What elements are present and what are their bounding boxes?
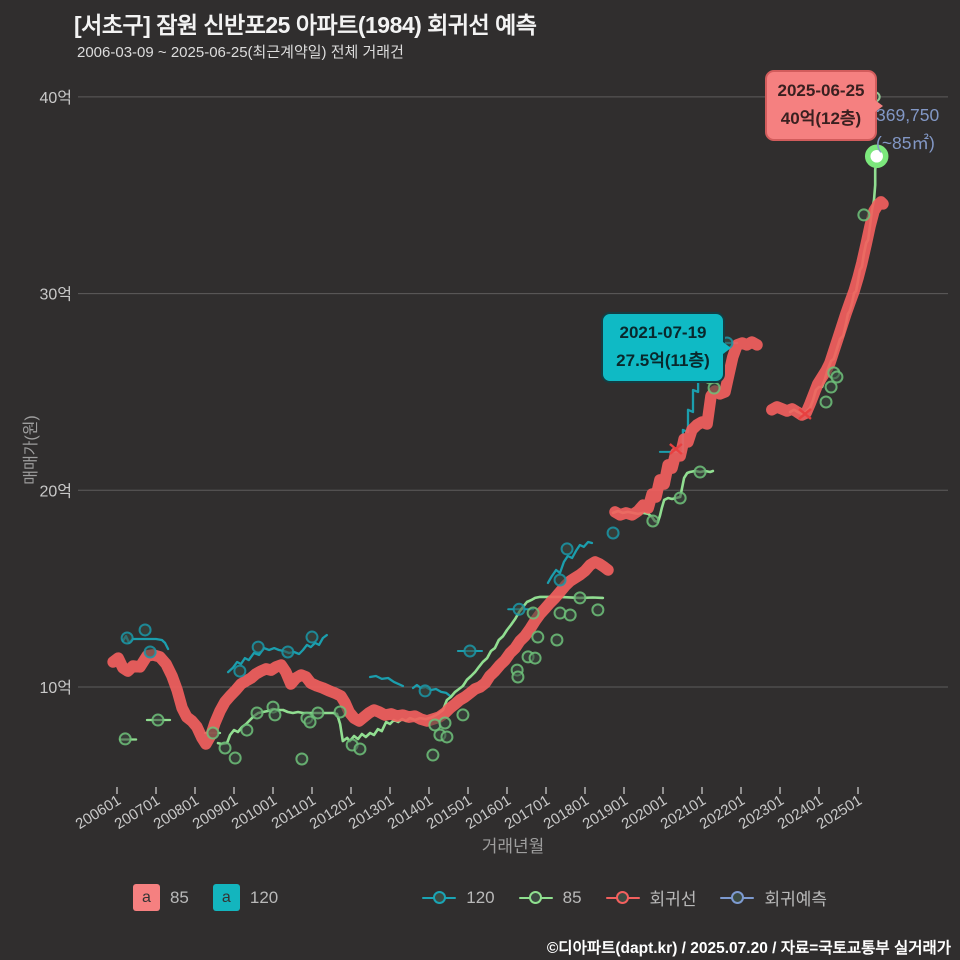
legend-label: 85: [169, 887, 189, 907]
legend-item-forecast: 회귀예측: [720, 885, 827, 910]
scatter-dot-85: [353, 742, 367, 756]
scatter-dot-85: [511, 670, 525, 684]
scatter-dot-120: [251, 640, 265, 654]
scatter-dot-85: [151, 713, 165, 727]
annotation-sale-2021-date: 2021-07-19: [619, 323, 707, 342]
scatter-dot-85: [528, 651, 542, 665]
annotation-last-sale: 2025-06-25 40억(12층): [765, 70, 883, 142]
scatter-dot-85: [830, 370, 844, 384]
scatter-dot-120: [553, 573, 567, 587]
scatter-dot-120: [606, 526, 620, 540]
x-mark-icon: [669, 443, 683, 455]
legend-item-area-85: a 85: [132, 884, 189, 911]
footer-credit: ©디아파트(dapt.kr) / 2025.07.20 / 자료=국토교통부 실…: [546, 940, 951, 957]
legend-item-regression: 회귀선: [605, 885, 697, 910]
forecast-dot: [864, 144, 889, 169]
scatter-dot-85: [456, 708, 470, 722]
y-tick-label: 30억: [39, 286, 72, 304]
scatter-dot-120: [281, 645, 295, 659]
line-dot-marker-icon: [720, 891, 755, 905]
scatter-dot-120: [512, 602, 526, 616]
y-tick-label: 40억: [39, 89, 72, 107]
scatter-dot-85: [218, 741, 232, 755]
scatter-dot-85: [438, 716, 452, 730]
scatter-dot-85: [646, 514, 660, 528]
scatter-dot-85: [591, 603, 605, 617]
scatter-dot-85: [228, 751, 242, 765]
forecast-value-label: 369,750 (~85㎡): [876, 101, 939, 157]
scatter-dot-85: [295, 752, 309, 766]
x-mark-icon: [798, 408, 812, 420]
line-dot-marker-icon: [518, 891, 553, 905]
scatter-dot-85: [824, 380, 838, 394]
series-regression: [107, 556, 614, 750]
scatter-dot-85: [268, 708, 282, 722]
scatter-dot-85: [819, 395, 833, 409]
legend: a 85 a 120 120 85 회귀선 회귀예측: [0, 884, 960, 911]
legend-label: 회귀선: [649, 890, 697, 909]
page-subtitle: 2006-03-09 ~ 2025-06-25(최근계약일) 전체 거래건: [77, 44, 404, 61]
scatter-dot-120: [418, 684, 432, 698]
legend-label: 85: [562, 887, 582, 907]
scatter-dot-85: [311, 706, 325, 720]
scatter-dot-85: [250, 706, 264, 720]
scatter-dot-85: [857, 208, 871, 222]
scatter-dot-120: [138, 623, 152, 637]
legend-label: 120: [466, 887, 495, 907]
scatter-dot-85: [240, 723, 254, 737]
annotation-sale-2021-price: 27.5억(11층): [616, 351, 710, 371]
scatter-dot-85: [531, 630, 545, 644]
scatter-dot-120: [463, 644, 477, 658]
series-price120: [546, 540, 594, 585]
area-85-swatch: a: [132, 884, 160, 911]
y-tick-label: 10억: [39, 679, 72, 697]
legend-item-85: 85: [518, 887, 582, 908]
x-tick-label: 202501: [814, 792, 865, 833]
line-dot-marker-icon: [605, 891, 640, 905]
area-120-swatch: a: [212, 884, 240, 911]
x-axis-title: 거래년월: [482, 837, 545, 856]
scatter-dot-120: [120, 631, 134, 645]
scatter-dot-85: [333, 705, 347, 719]
series-regression: [766, 196, 889, 421]
scatter-dot-120: [305, 630, 319, 644]
scatter-dot-85: [673, 491, 687, 505]
annotation-last-sale-date: 2025-06-25: [777, 81, 865, 100]
scatter-dot-85: [573, 591, 587, 605]
scatter-dot-85: [206, 726, 220, 740]
line-dot-marker-icon: [422, 891, 457, 905]
annotation-sale-2021: 2021-07-19 27.5억(11층): [601, 312, 731, 384]
scatter-dot-85: [553, 606, 567, 620]
y-axis-title: 매매가(원): [22, 415, 40, 485]
scatter-dot-85: [440, 730, 454, 744]
series-regression: [609, 336, 763, 521]
scatter-dot-85: [550, 633, 564, 647]
legend-label: 회귀예측: [764, 890, 828, 909]
x-tick-label: 201001: [229, 792, 280, 833]
scatter-dot-120: [560, 542, 574, 556]
scatter-dot-85: [118, 732, 132, 746]
page-title: [서초구] 잠원 신반포25 아파트(1984) 회귀선 예측: [74, 12, 537, 38]
forecast-price: 369,750: [876, 105, 940, 125]
annotation-last-sale-price: 40억(12층): [780, 109, 862, 129]
scatter-dot-85: [563, 608, 577, 622]
y-tick-label: 20억: [39, 482, 72, 500]
series-price120: [226, 633, 328, 674]
scatter-dot-85: [426, 748, 440, 762]
scatter-dot-85: [693, 465, 707, 479]
legend-item-120: 120: [422, 887, 495, 908]
scatter-dot-85: [707, 381, 721, 395]
scatter-dot-120: [143, 645, 157, 659]
scatter-dot-120: [233, 664, 247, 678]
series-price120: [368, 674, 405, 688]
forecast-area: (~85㎡): [876, 133, 935, 153]
scatter-dot-85: [526, 606, 540, 620]
scatter-dot-85: [303, 715, 317, 729]
legend-label: 120: [249, 887, 279, 907]
legend-item-area-120: a 120: [212, 884, 279, 911]
